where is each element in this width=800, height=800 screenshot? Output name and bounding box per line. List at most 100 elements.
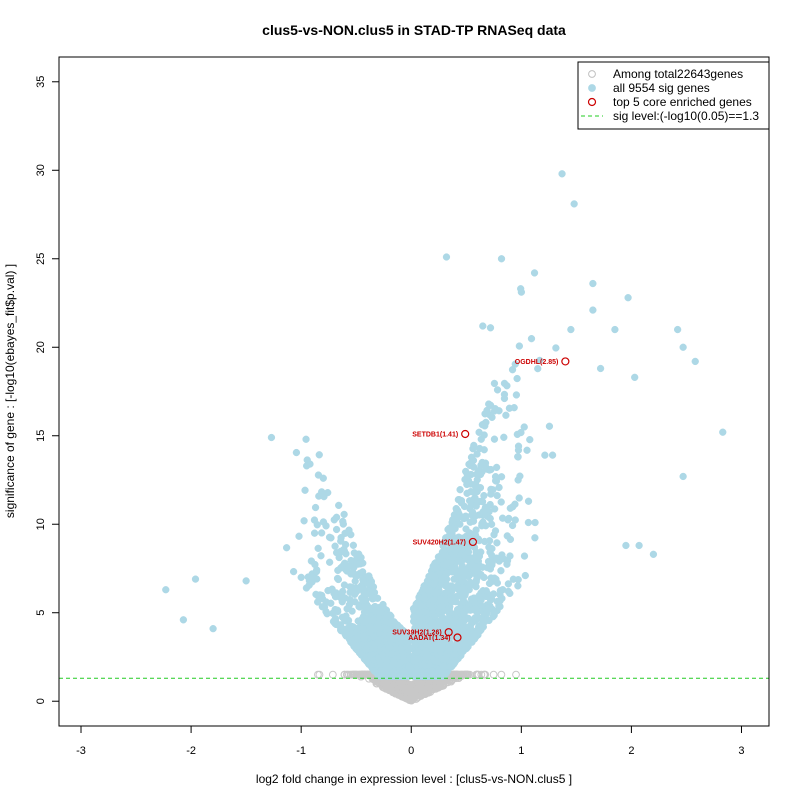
sig-gene-point xyxy=(424,653,432,662)
sig-gene-point xyxy=(370,615,378,623)
nonsig-gene-point xyxy=(340,670,349,679)
sig-gene-point xyxy=(325,533,334,541)
sig-gene-point xyxy=(490,379,499,388)
sig-gene-point xyxy=(433,589,442,597)
nonsig-gene-point xyxy=(348,670,357,679)
sig-gene-point xyxy=(691,357,699,366)
sig-gene-point xyxy=(472,583,480,591)
sig-gene-point xyxy=(467,595,476,603)
sig-gene-point xyxy=(377,661,386,669)
y-tick-label: 15 xyxy=(35,430,47,442)
sig-gene-point xyxy=(496,587,505,595)
sig-gene-point xyxy=(451,547,459,555)
legend-entry: top 5 core enriched genes xyxy=(613,95,752,109)
sig-gene-point xyxy=(383,625,391,633)
sig-gene-point xyxy=(457,648,465,656)
nonsig-gene-point xyxy=(407,696,416,705)
sig-gene-point xyxy=(402,637,411,645)
sig-gene-point xyxy=(478,497,487,506)
sig-gene-point xyxy=(341,594,349,602)
sig-gene-point xyxy=(719,428,727,436)
sig-gene-point xyxy=(459,627,467,635)
legend-key-sig xyxy=(588,84,596,92)
sig-gene-point xyxy=(370,633,378,641)
core-genes: OGDHL(2.85) SETDB1(1.41) SUV420H2(1.47) SUV… xyxy=(392,357,570,642)
sig-gene-point xyxy=(397,659,405,667)
sig-gene-point xyxy=(479,322,487,330)
data-points xyxy=(162,170,727,705)
sig-gene-point xyxy=(302,584,311,592)
sig-gene-point xyxy=(495,483,503,492)
sig-gene-point xyxy=(490,531,498,539)
sig-gene-point xyxy=(491,505,499,513)
sig-gene-point xyxy=(282,544,291,552)
sig-gene-point xyxy=(558,170,566,178)
sig-gene-point xyxy=(391,619,399,628)
sig-gene-point xyxy=(531,518,539,527)
sig-gene-point xyxy=(356,650,365,658)
sig-gene-point xyxy=(503,560,511,568)
sig-gene-point xyxy=(631,373,639,381)
sig-gene-point xyxy=(330,589,338,598)
sig-gene-point xyxy=(480,491,488,500)
sig-gene-point xyxy=(416,622,424,630)
sig-gene-point xyxy=(323,610,331,618)
sig-gene-point xyxy=(356,603,364,611)
sig-gene-point xyxy=(331,542,339,550)
sig-gene-point xyxy=(500,433,508,441)
sig-gene-point xyxy=(468,630,477,638)
sig-gene-point xyxy=(422,672,430,680)
sig-gene-point xyxy=(361,655,370,663)
sig-gene-point xyxy=(589,306,597,314)
sig-gene-point xyxy=(314,544,322,552)
sig-gene-point xyxy=(474,565,482,574)
nonsig-gene-point xyxy=(512,670,520,679)
x-tick-label: -3 xyxy=(76,745,86,757)
y-tick-label: 30 xyxy=(35,164,47,176)
sig-gene-point xyxy=(515,494,523,502)
sig-gene-point xyxy=(355,550,363,558)
sig-gene-point xyxy=(463,604,471,613)
sig-gene-point xyxy=(541,451,549,459)
sig-gene-point xyxy=(390,671,398,680)
sig-gene-point xyxy=(360,635,368,643)
sig-gene-point xyxy=(470,615,479,623)
nonsig-gene-point xyxy=(391,685,400,694)
sig-gene-point xyxy=(359,568,367,576)
sig-gene-point xyxy=(488,545,496,553)
nonsig-gene-point xyxy=(417,685,425,694)
sig-gene-point xyxy=(472,481,480,489)
legend-entry: Among total22643genes xyxy=(613,67,743,81)
sig-gene-point xyxy=(454,507,462,515)
sig-gene-point xyxy=(493,491,501,500)
sig-gene-point xyxy=(462,638,470,646)
sig-gene-point xyxy=(356,560,364,568)
nonsig-gene-point xyxy=(474,670,482,679)
x-tick-label: 3 xyxy=(738,745,744,757)
sig-gene-point xyxy=(343,567,351,575)
legend-entry: sig level:(-log10(0.05)==1.3 xyxy=(613,109,759,123)
sig-gene-point xyxy=(440,561,448,569)
sig-gene-point xyxy=(330,516,338,524)
sig-gene-point xyxy=(482,587,490,595)
sig-gene-point xyxy=(534,364,542,373)
sig-gene-point xyxy=(422,647,430,655)
sig-gene-point xyxy=(454,496,463,504)
sig-gene-point xyxy=(530,269,539,277)
sig-gene-point xyxy=(471,512,480,520)
sig-gene-point xyxy=(449,516,457,524)
sig-gene-point xyxy=(482,418,490,427)
sig-gene-point xyxy=(317,552,325,560)
sig-gene-point xyxy=(310,529,319,537)
sig-gene-point xyxy=(485,466,494,474)
sig-gene-point xyxy=(490,609,498,617)
sig-gene-point xyxy=(516,472,524,480)
sig-gene-point xyxy=(341,630,349,639)
sig-gene-point xyxy=(340,547,349,555)
sig-gene-point xyxy=(438,602,447,611)
nonsig-gene-point xyxy=(360,670,369,679)
sig-gene-point xyxy=(479,615,487,624)
sig-gene-point xyxy=(520,552,529,560)
y-tick-label: 0 xyxy=(35,698,47,704)
sig-gene-point xyxy=(485,537,494,545)
